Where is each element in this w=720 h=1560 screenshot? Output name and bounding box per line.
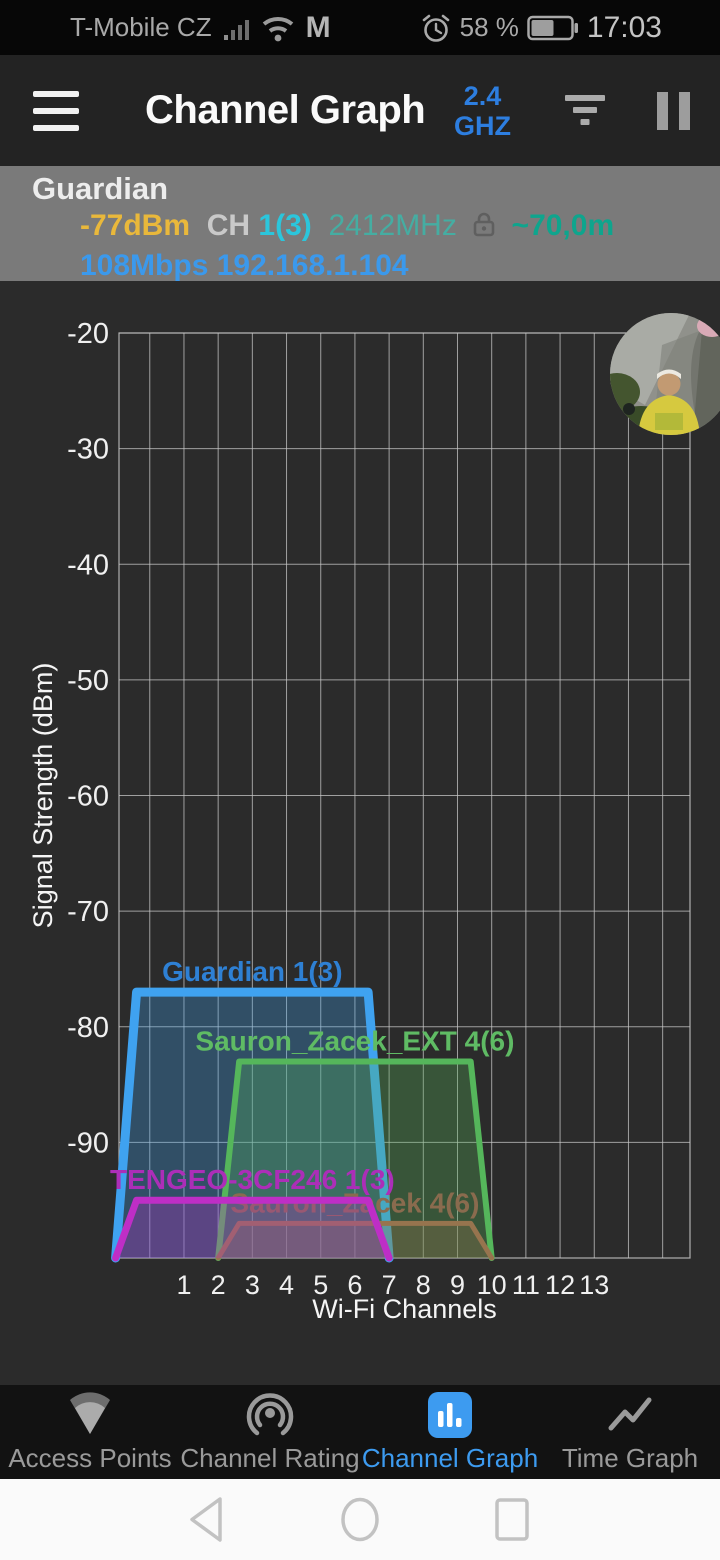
app-header: Channel Graph 2.4 GHZ — [0, 55, 720, 166]
beacon-icon — [246, 1391, 294, 1439]
avatar[interactable] — [594, 313, 720, 437]
y-tick-label: -50 — [67, 665, 109, 697]
carrier-label: T-Mobile CZ — [70, 12, 212, 42]
trend-line-icon — [605, 1391, 655, 1439]
series-area — [218, 1061, 492, 1258]
android-nav-bar — [0, 1479, 720, 1560]
lock-icon — [473, 212, 495, 237]
frequency-value: 2412MHz — [328, 209, 457, 242]
series-area — [218, 1223, 492, 1258]
channel-label: CH — [206, 209, 251, 242]
cellular-signal-icon — [223, 19, 249, 40]
connection-details: -77dBm CH 1(3) 2412MHz ~70,0m — [80, 209, 614, 243]
series-label: Sauron_Zacek_EXT 4(6) — [195, 1025, 514, 1056]
recents-icon[interactable] — [495, 1498, 529, 1541]
x-tick-label: 12 — [545, 1270, 575, 1300]
bottom-navigation: Access Points Channel Rating — [0, 1385, 720, 1479]
ip-address-value: 192.168.1.104 — [216, 249, 409, 282]
connected-ssid: Guardian — [32, 171, 169, 206]
tab-label: Time Graph — [561, 1443, 699, 1473]
x-tick-label: 9 — [450, 1270, 465, 1300]
link-info: 108Mbps 192.168.1.104 — [80, 249, 409, 283]
signal-value: -77dBm — [80, 209, 191, 242]
band-unit: GHZ — [454, 110, 511, 141]
series-outline — [215, 1220, 495, 1261]
x-tick-label: 11 — [512, 1270, 540, 1300]
link-speed-value: 108Mbps — [80, 249, 209, 282]
x-tick-label: 3 — [245, 1270, 260, 1300]
tab-access-points[interactable]: Access Points — [0, 1385, 180, 1479]
home-icon[interactable] — [341, 1497, 379, 1542]
page-title: Channel Graph — [145, 88, 426, 132]
series-outline — [215, 1058, 495, 1261]
filter-icon[interactable] — [563, 91, 607, 131]
tab-label: Access Points — [8, 1443, 172, 1473]
x-axis-title: Wi-Fi Channels — [312, 1294, 497, 1324]
y-tick-label: -30 — [67, 434, 109, 466]
series-area — [115, 1200, 390, 1258]
back-icon[interactable] — [190, 1497, 222, 1542]
menu-icon[interactable] — [33, 90, 79, 131]
connection-info-bar[interactable]: Guardian -77dBm CH 1(3) 2412MHz ~70,0m 1… — [0, 166, 720, 283]
y-tick-label: -80 — [67, 1012, 109, 1044]
x-tick-label: 8 — [416, 1270, 431, 1300]
x-tick-label: 5 — [313, 1270, 328, 1300]
band-value: 2.4 — [463, 80, 502, 111]
series-label: TENGEO-3CF246 1(3) — [110, 1164, 395, 1195]
channel-value: 1(3) — [258, 209, 312, 242]
series-outline — [112, 1196, 393, 1262]
pause-icon[interactable] — [657, 91, 690, 130]
series-outline — [111, 987, 394, 1263]
bar-chart-icon — [426, 1391, 474, 1439]
tab-label: Channel Rating — [180, 1443, 360, 1473]
y-tick-label: -40 — [67, 549, 109, 581]
x-tick-label: 6 — [347, 1270, 362, 1300]
channel-chart[interactable]: -20-30-40-50-60-70-80-901 2 3 4 5 6 7 8 9 10 11 12 1… — [0, 281, 720, 1385]
y-tick-label: -90 — [67, 1127, 109, 1159]
clock-label: 17:03 — [586, 10, 662, 44]
x-tick-label: 2 — [211, 1270, 226, 1300]
status-bar: T-Mobile CZ M 58 % — [0, 0, 720, 55]
distance-value: ~70,0m — [511, 209, 615, 242]
wifi-fan-icon — [66, 1391, 114, 1439]
y-tick-label: -20 — [67, 318, 109, 350]
x-tick-label: 13 — [579, 1270, 609, 1300]
wifi-icon — [262, 16, 293, 41]
x-tick-label: 10 — [477, 1270, 507, 1300]
battery-icon — [527, 15, 578, 40]
gmail-icon: M — [305, 10, 331, 44]
band-toggle-button[interactable]: 2.4 GHZ — [454, 81, 511, 141]
tab-time-graph[interactable]: Time Graph — [540, 1385, 720, 1479]
y-axis-title: Signal Strength (dBm) — [28, 663, 58, 929]
y-tick-label: -70 — [67, 896, 109, 928]
alarm-clock-icon — [422, 14, 449, 42]
x-tick-label: 1 — [176, 1270, 191, 1300]
tab-channel-graph[interactable]: Channel Graph — [360, 1385, 540, 1479]
x-tick-label: 4 — [279, 1270, 294, 1300]
tab-channel-rating[interactable]: Channel Rating — [180, 1385, 360, 1479]
tab-label: Channel Graph — [361, 1443, 539, 1473]
series-label: Guardian 1(3) — [162, 956, 342, 987]
y-tick-label: -60 — [67, 781, 109, 813]
plot-border — [118, 332, 691, 1259]
battery-percent-label: 58 % — [459, 12, 519, 42]
x-tick-label: 7 — [382, 1270, 397, 1300]
